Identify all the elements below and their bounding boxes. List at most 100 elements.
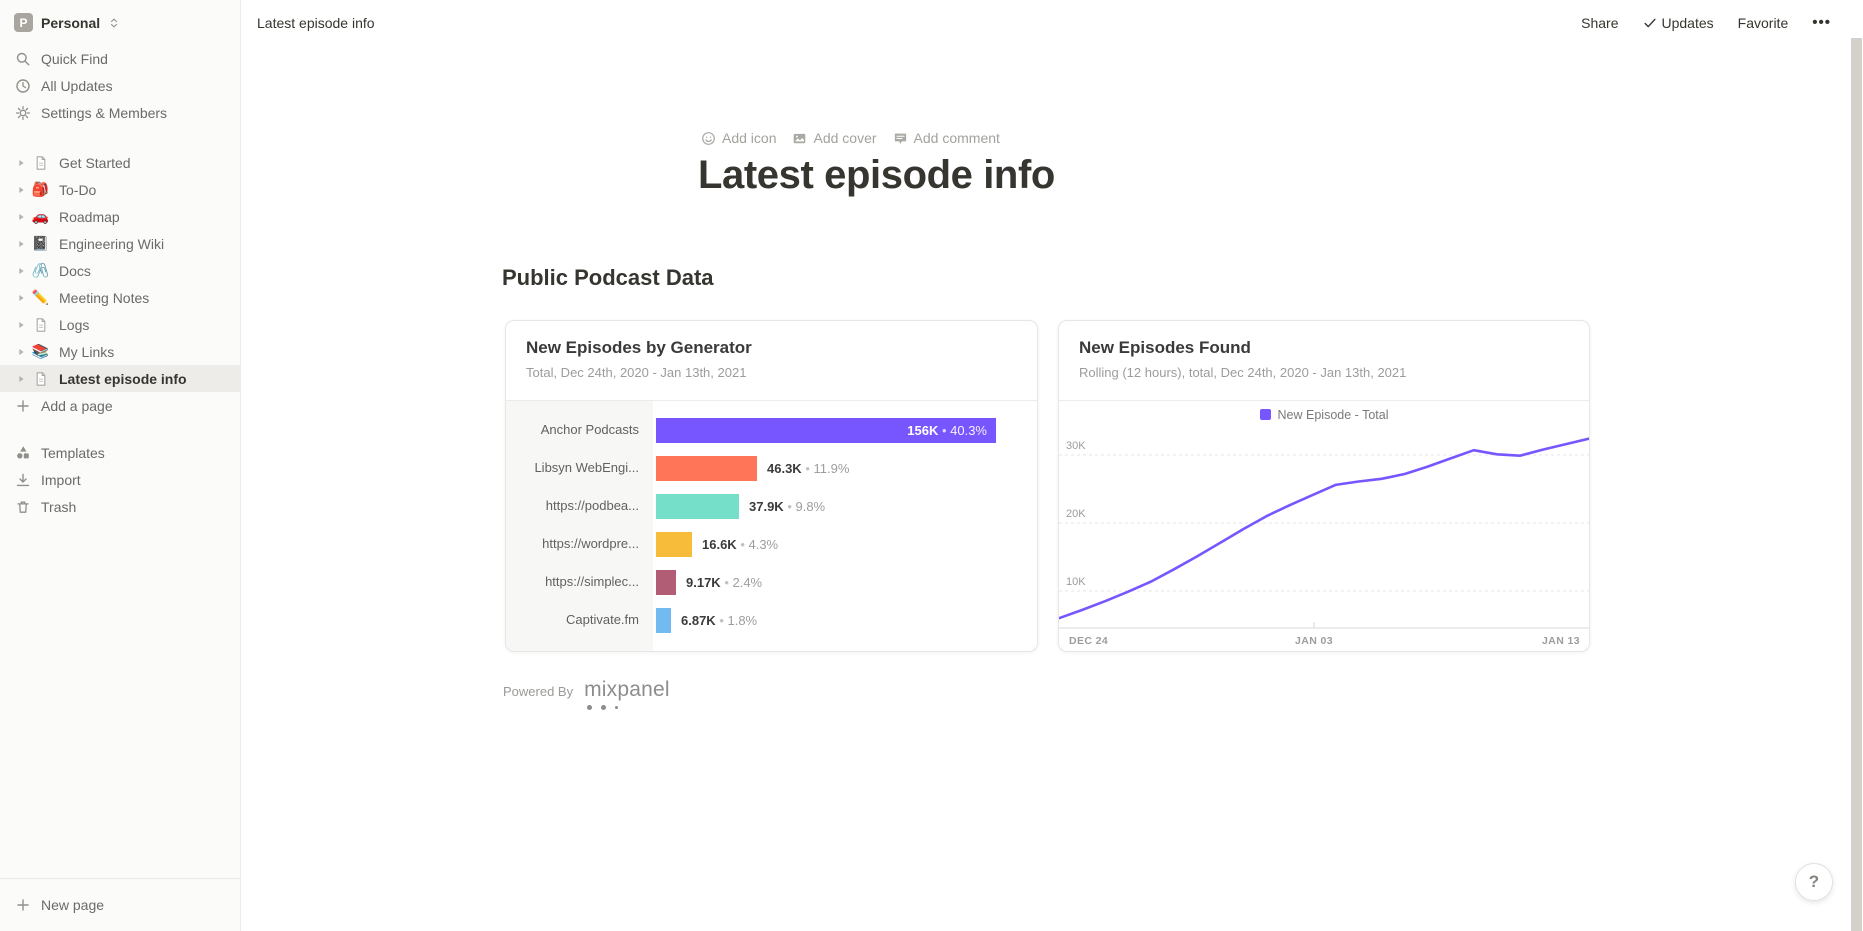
sidebar-page-label: Docs: [59, 262, 91, 279]
topbar-actions: Share Updates Favorite •••: [1581, 14, 1831, 31]
bar-row: 9.17K • 2.4%: [656, 563, 1037, 601]
comment-icon: [893, 131, 908, 146]
updates-button[interactable]: Updates: [1643, 15, 1714, 31]
toggle-arrow-icon[interactable]: [12, 212, 29, 222]
line-chart-body: New Episode - Total 10K 20K 30K DEC 24 JAN 0…: [1059, 401, 1589, 651]
bar-value-label: 46.3K • 11.9%: [767, 460, 850, 476]
toggle-arrow-icon[interactable]: [12, 185, 29, 195]
toggle-arrow-icon[interactable]: [12, 374, 29, 384]
backpack-emoji-icon: 🎒: [31, 181, 50, 197]
sidebar-item-import[interactable]: Import: [0, 466, 240, 493]
bar-segment[interactable]: [656, 455, 757, 481]
bar-segment[interactable]: [656, 569, 676, 595]
bar-segment[interactable]: [656, 531, 692, 557]
sidebar-item-trash[interactable]: Trash: [0, 493, 240, 520]
bar-category-label: Anchor Podcasts: [540, 422, 639, 437]
bar-row: 16.6K • 4.3%: [656, 525, 1037, 563]
page-controls: Add icon Add cover Add comment: [701, 130, 1000, 146]
bar-row: 156K • 40.3%: [656, 411, 1037, 449]
search-icon: [14, 51, 32, 67]
add-icon-button[interactable]: Add icon: [701, 130, 776, 146]
sidebar-item-quick-find[interactable]: Quick Find: [0, 45, 240, 72]
sidebar-page-get-started[interactable]: Get Started: [0, 149, 240, 176]
chart-legend: New Episode - Total: [1059, 401, 1589, 428]
plus-icon: [14, 398, 32, 414]
new-page-button[interactable]: New page: [0, 879, 240, 931]
add-a-page-label: Add a page: [41, 397, 113, 414]
line-chart-header: New Episodes Found Rolling (12 hours), t…: [1059, 321, 1589, 401]
line-chart-card[interactable]: New Episodes Found Rolling (12 hours), t…: [1058, 320, 1590, 652]
bar-value-label: 9.17K • 2.4%: [686, 574, 763, 590]
sidebar-item-templates[interactable]: Templates: [0, 439, 240, 466]
svg-text:JAN 03: JAN 03: [1295, 635, 1333, 647]
svg-text:10K: 10K: [1066, 576, 1086, 588]
toggle-arrow-icon[interactable]: [12, 347, 29, 357]
sidebar-page-logs[interactable]: Logs: [0, 311, 240, 338]
share-button[interactable]: Share: [1581, 14, 1619, 31]
help-button[interactable]: ?: [1795, 863, 1833, 901]
toggle-arrow-icon[interactable]: [12, 266, 29, 276]
sidebar-item-label: Quick Find: [41, 50, 108, 67]
bar-category-label: Libsyn WebEngi...: [534, 460, 639, 475]
powered-by-label: Powered By: [503, 684, 574, 699]
svg-text:30K: 30K: [1066, 440, 1086, 452]
section-heading[interactable]: Public Podcast Data: [502, 265, 714, 290]
toggle-arrow-icon[interactable]: [12, 158, 29, 168]
sidebar-page-engineering-wiki[interactable]: 📓 Engineering Wiki: [0, 230, 240, 257]
sidebar-page-roadmap[interactable]: 🚗 Roadmap: [0, 203, 240, 230]
sidebar-page-to-do[interactable]: 🎒 To-Do: [0, 176, 240, 203]
sidebar-page-meeting-notes[interactable]: ✏️ Meeting Notes: [0, 284, 240, 311]
sidebar-item-label: Templates: [41, 444, 105, 461]
breadcrumb[interactable]: Latest episode info: [257, 14, 375, 31]
legend-label: New Episode - Total: [1277, 407, 1389, 422]
page-title[interactable]: Latest episode info: [698, 153, 1055, 197]
more-options-button[interactable]: •••: [1812, 14, 1831, 31]
bar-category-label: https://wordpre...: [542, 536, 639, 551]
import-icon: [14, 472, 32, 488]
favorite-button[interactable]: Favorite: [1737, 14, 1789, 31]
workspace-switcher[interactable]: P Personal: [0, 0, 240, 45]
sidebar-item-label: All Updates: [41, 77, 113, 94]
page-control-label: Add cover: [813, 130, 877, 146]
mixpanel-logo[interactable]: mixpanel: [584, 678, 670, 701]
chevron-updown-icon: [109, 17, 119, 29]
bar-row: 46.3K • 11.9%: [656, 449, 1037, 487]
powered-by-attribution: Powered By mixpanel: [503, 678, 670, 710]
bar-chart-card[interactable]: New Episodes by Generator Total, Dec 24t…: [505, 320, 1038, 652]
sidebar-page-my-links[interactable]: 📚 My Links: [0, 338, 240, 365]
svg-text:20K: 20K: [1066, 508, 1086, 520]
add-a-page-button[interactable]: Add a page: [0, 392, 240, 419]
books-emoji-icon: 📚: [31, 343, 50, 359]
sidebar: P Personal Quick Find All Updates Settin…: [0, 0, 241, 931]
bar-rows: 156K • 40.3% 46.3K • 11.9% 37.9K • 9.8% …: [653, 401, 1037, 651]
page-control-label: Add icon: [722, 130, 777, 146]
page-content: Add icon Add cover Add comment Latest ep…: [241, 45, 1863, 931]
bar-segment[interactable]: [656, 493, 739, 519]
sidebar-page-label: To-Do: [59, 181, 97, 198]
bar-segment[interactable]: 156K • 40.3%: [656, 417, 996, 443]
sidebar-item-settings-members[interactable]: Settings & Members: [0, 99, 240, 126]
bar-segment[interactable]: [656, 607, 671, 633]
vertical-scrollbar[interactable]: [1851, 38, 1862, 931]
new-page-label: New page: [41, 897, 105, 913]
add-cover-button[interactable]: Add cover: [792, 130, 877, 146]
sidebar-page-latest-episode-info[interactable]: Latest episode info: [0, 365, 240, 392]
sidebar-item-label: Trash: [41, 498, 77, 515]
carousel-dots: [587, 705, 670, 710]
sidebar-item-all-updates[interactable]: All Updates: [0, 72, 240, 99]
sidebar-item-label: Import: [41, 471, 81, 488]
toggle-arrow-icon[interactable]: [12, 293, 29, 303]
bar-row: 37.9K • 9.8%: [656, 487, 1037, 525]
legend-swatch: [1259, 409, 1271, 420]
toggle-arrow-icon[interactable]: [12, 239, 29, 249]
bar-category-label: https://podbea...: [545, 498, 639, 513]
add-comment-button[interactable]: Add comment: [893, 130, 1000, 146]
toggle-arrow-icon[interactable]: [12, 320, 29, 330]
sidebar-page-label: Meeting Notes: [59, 289, 150, 306]
charts-row: New Episodes by Generator Total, Dec 24t…: [505, 320, 1590, 652]
sidebar-page-docs[interactable]: 🖇️ Docs: [0, 257, 240, 284]
sidebar-page-label: Get Started: [59, 154, 131, 171]
bar-value-label: 6.87K • 1.8%: [681, 612, 758, 628]
trash-icon: [14, 499, 32, 515]
